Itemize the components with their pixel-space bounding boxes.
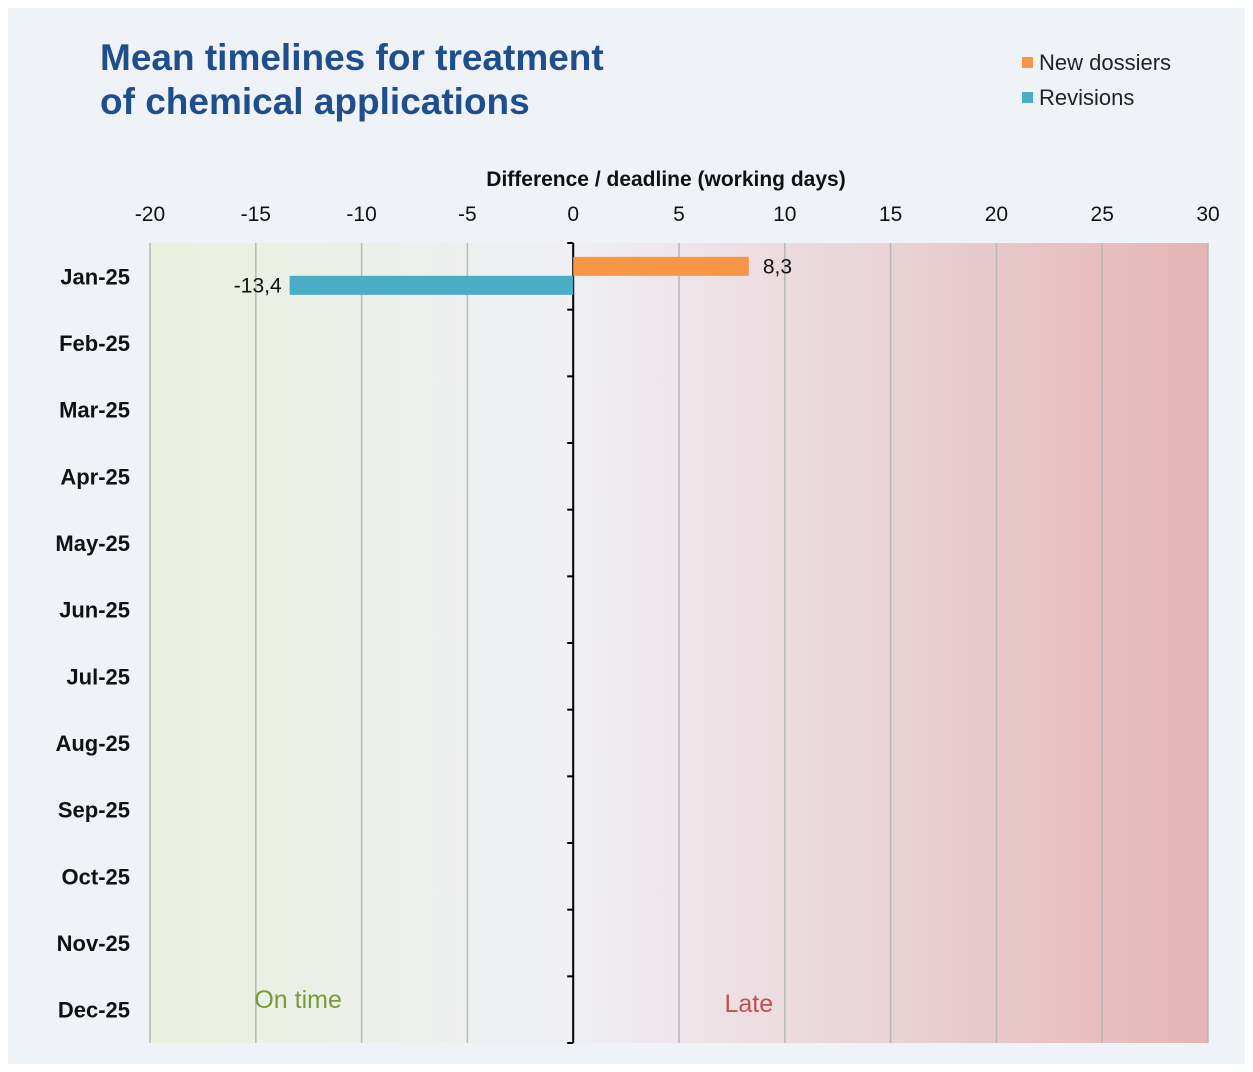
x-tick-label--15: -15 [241,203,271,226]
x-tick-label--5: -5 [458,203,477,226]
category-label-sep-25: Sep-25 [58,798,130,823]
category-label-aug-25: Aug-25 [55,731,130,756]
category-label-jun-25: Jun-25 [59,598,130,623]
category-label-jan-25: Jan-25 [60,264,130,289]
x-tick-label--20: -20 [135,203,165,226]
x-tick-label-5: 5 [673,203,685,226]
chart-title-line-2: of chemical applications [100,81,530,122]
legend-item-new-dossiers: New dossiers [1022,45,1171,80]
data-label-new-dossiers: 8,3 [763,255,792,278]
category-label-oct-25: Oct-25 [62,864,130,889]
x-tick-label-20: 20 [985,203,1008,226]
zone-annotation-on-time: On time [254,986,342,1014]
chart-legend: New dossiers Revisions [1022,45,1171,115]
bar-revisions-jan-25 [289,275,574,295]
category-label-dec-25: Dec-25 [58,998,130,1023]
category-label-jul-25: Jul-25 [66,664,130,689]
x-tick-label-25: 25 [1091,203,1114,226]
data-label-revisions: -13,4 [234,274,282,297]
x-tick-label--10: -10 [346,203,376,226]
bar-new-dossiers-jan-25 [573,256,749,276]
chart-title-line-1: Mean timelines for treatment [100,37,604,78]
x-tick-label-10: 10 [773,203,796,226]
legend-item-revisions: Revisions [1022,80,1171,115]
x-tick-label-0: 0 [567,203,579,226]
legend-swatch-revisions [1022,92,1033,103]
category-label-apr-25: Apr-25 [60,464,130,489]
zone-annotation-late: Late [724,990,773,1018]
category-label-may-25: May-25 [55,531,130,556]
category-label-nov-25: Nov-25 [57,931,130,956]
category-label-mar-25: Mar-25 [59,398,130,423]
chart-title: Mean timelines for treatment of chemical… [100,36,604,124]
legend-swatch-new-dossiers [1022,57,1033,68]
x-tick-label-30: 30 [1196,203,1219,226]
category-label-feb-25: Feb-25 [59,331,130,356]
x-axis-title: Difference / deadline (working days) [486,168,845,191]
legend-label-new-dossiers: New dossiers [1039,49,1172,75]
x-tick-label-15: 15 [879,203,902,226]
legend-label-revisions: Revisions [1039,84,1135,110]
